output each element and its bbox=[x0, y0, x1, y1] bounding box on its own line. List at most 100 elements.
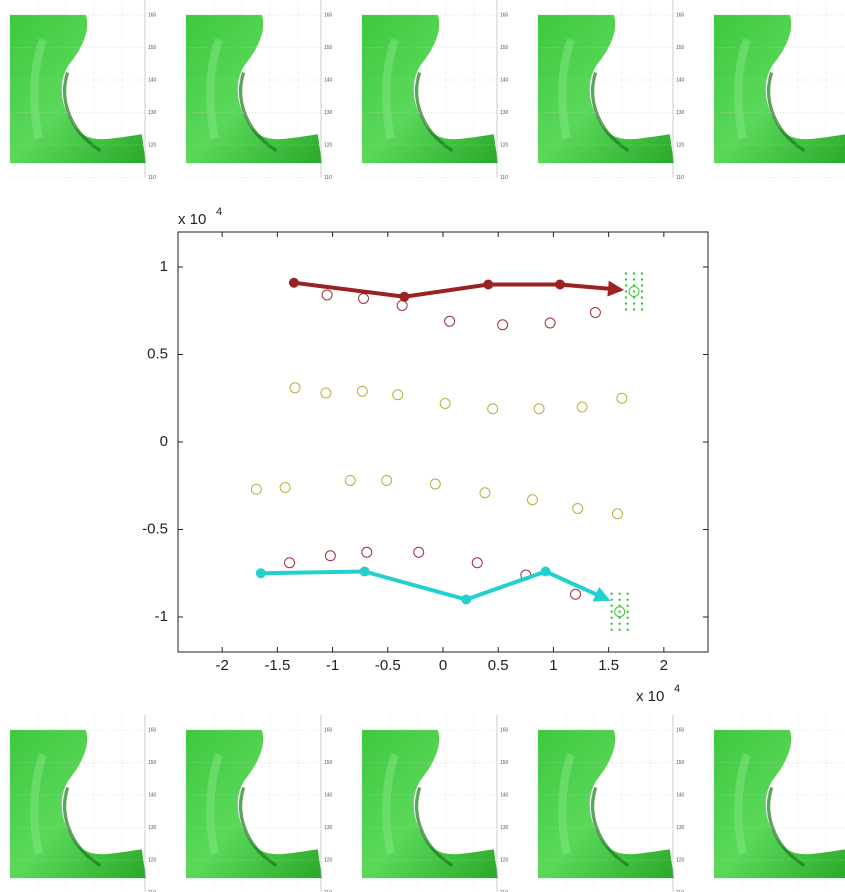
thumbnail: 160 150 140 130 120 110 bbox=[186, 715, 333, 892]
thumb-tick-label: 160 bbox=[324, 12, 333, 18]
thumb-shape bbox=[10, 730, 146, 878]
thumb-shape bbox=[362, 15, 498, 163]
vertex bbox=[255, 568, 266, 579]
x-tick-label: 0 bbox=[439, 657, 447, 674]
target bbox=[614, 606, 626, 618]
vertex bbox=[461, 594, 472, 605]
thumb-tick-label: 130 bbox=[500, 110, 509, 116]
x-tick-label: 2 bbox=[660, 657, 668, 674]
vertex bbox=[483, 279, 494, 290]
point bbox=[250, 483, 262, 495]
point bbox=[279, 482, 291, 493]
target-dot bbox=[618, 598, 621, 601]
thumb-tick-label: 130 bbox=[676, 110, 685, 116]
thumbnail: 160 150 140 130 120 110 bbox=[186, 0, 333, 181]
point bbox=[392, 389, 404, 401]
thumbnail: 160 150 140 130 120 110 bbox=[362, 0, 509, 181]
target-dot bbox=[624, 284, 628, 287]
target-dot bbox=[610, 616, 613, 619]
target-dot bbox=[624, 272, 628, 275]
point bbox=[324, 550, 336, 562]
target-dot bbox=[626, 604, 629, 607]
thumb-tick-label: 150 bbox=[500, 760, 509, 766]
target-dot bbox=[618, 592, 621, 595]
point bbox=[344, 475, 356, 486]
thumb-tick-label: 150 bbox=[324, 760, 333, 766]
thumb-tick-label: 140 bbox=[676, 77, 685, 83]
y-tick-label: 0.5 bbox=[147, 345, 168, 362]
thumb-shape bbox=[362, 730, 498, 878]
y-tick-label: -1 bbox=[155, 608, 168, 625]
point bbox=[361, 546, 373, 558]
target-dot bbox=[610, 592, 613, 595]
x-tick-label: -0.5 bbox=[375, 657, 401, 674]
point bbox=[616, 392, 628, 404]
thumb-tick-label: 130 bbox=[676, 825, 685, 831]
y-tick-label: -0.5 bbox=[142, 520, 168, 537]
y-tick-label: 1 bbox=[160, 258, 168, 275]
thumb-tick-label: 110 bbox=[500, 890, 508, 892]
thumb-tick-label: 160 bbox=[500, 12, 509, 18]
target-dot bbox=[624, 308, 628, 311]
target-dot bbox=[640, 296, 644, 299]
arrow-line bbox=[260, 569, 611, 602]
thumb-tick-label: 120 bbox=[676, 142, 685, 148]
vertex bbox=[555, 279, 566, 290]
thumb-tick-label: 140 bbox=[324, 77, 333, 83]
target-dot bbox=[618, 622, 621, 625]
thumb-tick-label: 130 bbox=[500, 825, 509, 831]
target-dot bbox=[610, 628, 613, 631]
point bbox=[589, 307, 601, 318]
thumb-tick-label: 120 bbox=[148, 142, 157, 148]
point bbox=[444, 315, 456, 327]
target-dot bbox=[626, 592, 629, 595]
target-dot bbox=[632, 272, 636, 275]
target bbox=[628, 286, 640, 297]
y-tick-label: 0 bbox=[160, 433, 168, 450]
thumb-tick-label: 130 bbox=[148, 825, 157, 831]
target-dot bbox=[626, 610, 629, 613]
target-dot bbox=[626, 598, 629, 601]
thumb-tick-label: 150 bbox=[500, 45, 509, 51]
target-dot bbox=[640, 284, 644, 287]
thumb-tick-label: 110 bbox=[324, 890, 332, 892]
vertex bbox=[540, 566, 551, 577]
target-dot bbox=[626, 616, 629, 619]
thumb-tick-label: 140 bbox=[148, 792, 157, 798]
thumb-tick-label: 140 bbox=[324, 792, 333, 798]
thumb-tick-label: 160 bbox=[324, 727, 333, 733]
thumb-tick-label: 120 bbox=[148, 857, 157, 863]
thumb-tick-label: 120 bbox=[324, 857, 333, 863]
x-tick-label: -1 bbox=[326, 657, 339, 674]
thumb-tick-label: 110 bbox=[324, 175, 332, 181]
point bbox=[611, 508, 623, 520]
thumb-tick-label: 150 bbox=[676, 45, 685, 51]
target-dot bbox=[618, 628, 621, 631]
point bbox=[572, 503, 584, 514]
y-exponent: x 10 bbox=[178, 211, 206, 228]
thumb-shape bbox=[186, 730, 322, 878]
thumb-tick-label: 160 bbox=[148, 12, 157, 18]
thumb-tick-label: 150 bbox=[148, 45, 157, 51]
target-dot bbox=[640, 272, 644, 275]
thumb-tick-label: 150 bbox=[324, 45, 333, 51]
x-exponent-power: 4 bbox=[674, 683, 680, 695]
x-tick-label: 1.5 bbox=[598, 657, 619, 674]
axes-box bbox=[177, 231, 709, 653]
target-dot bbox=[632, 308, 636, 311]
thumb-tick-label: 120 bbox=[500, 142, 509, 148]
target-dot bbox=[632, 278, 636, 281]
target-dot bbox=[626, 628, 629, 631]
thumb-shape bbox=[714, 15, 845, 163]
thumbnail: 160 150 140 130 120 110 bbox=[10, 715, 157, 892]
thumb-tick-label: 130 bbox=[148, 110, 157, 116]
arrow-line bbox=[293, 280, 624, 299]
vertex bbox=[288, 277, 299, 288]
thumb-tick-label: 110 bbox=[676, 890, 684, 892]
thumb-shape bbox=[10, 15, 146, 163]
point bbox=[497, 319, 509, 331]
thumb-tick-label: 140 bbox=[676, 792, 685, 798]
target-dot bbox=[626, 622, 629, 625]
thumb-tick-label: 140 bbox=[148, 77, 157, 83]
target-dot bbox=[618, 610, 621, 613]
